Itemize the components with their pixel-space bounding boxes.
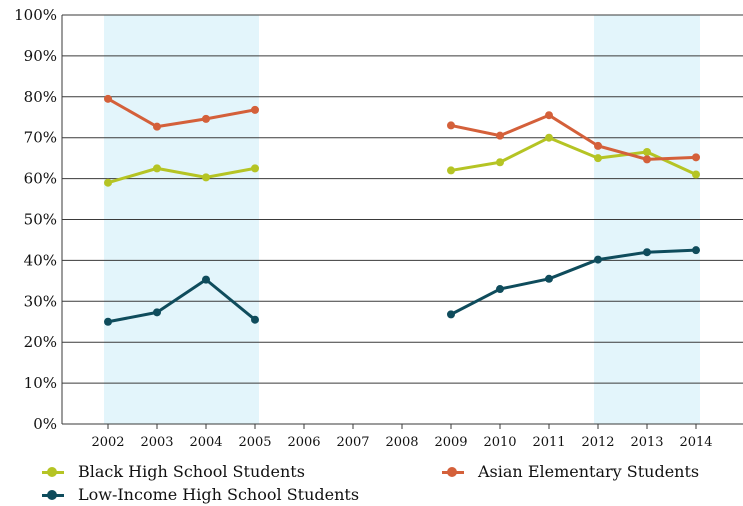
data-point: [447, 166, 455, 175]
data-point: [447, 310, 455, 319]
data-point: [692, 246, 700, 255]
x-tick-label: 2011: [532, 435, 565, 450]
y-tick-label: 0%: [33, 415, 57, 433]
data-point: [545, 274, 553, 283]
y-tick-label: 90%: [24, 47, 57, 65]
gridlines: [62, 14, 743, 425]
y-tick-label: 70%: [24, 129, 57, 147]
legend-label: Asian Elementary Students: [478, 462, 700, 481]
x-tick-label: 2003: [140, 435, 173, 450]
data-point: [692, 153, 700, 162]
x-tick-label: 2014: [679, 435, 712, 450]
axes: 0% 10% 20% 30% 40% 50% 60% 70% 80% 90% 100% 2002 200…: [14, 6, 712, 450]
series-lines: [104, 94, 700, 326]
x-tick-label: 2005: [238, 435, 271, 450]
data-point: [251, 164, 259, 173]
data-point: [496, 158, 504, 167]
x-tick-label: 2007: [336, 435, 369, 450]
legend-item-black-hs: Black High School Students: [42, 462, 305, 481]
y-tick-label: 40%: [24, 251, 57, 269]
data-point: [202, 114, 210, 123]
data-point: [692, 170, 700, 179]
series-line-3: [450, 248, 697, 316]
data-point: [202, 275, 210, 284]
data-point: [545, 133, 553, 142]
data-point: [594, 141, 602, 150]
y-tick-label: 50%: [24, 211, 57, 229]
legend-label: Low-Income High School Students: [78, 485, 360, 504]
legend-swatch-asian-elem: [442, 466, 464, 477]
y-tick-label: 20%: [24, 333, 57, 351]
series-line-3: [107, 278, 256, 324]
data-point: [104, 178, 112, 187]
data-point: [643, 248, 651, 257]
data-point: [202, 173, 210, 182]
y-tick-label: 60%: [24, 170, 57, 188]
y-tick-label: 10%: [24, 374, 57, 392]
data-point: [594, 255, 602, 264]
data-point: [251, 105, 259, 114]
data-point: [153, 164, 161, 173]
data-point: [153, 122, 161, 131]
data-point: [545, 111, 553, 120]
y-tick-label: 100%: [14, 6, 57, 24]
data-point: [594, 154, 602, 163]
legend-swatch-low-income-hs: [42, 489, 64, 500]
x-tick-label: 2013: [630, 435, 663, 450]
legend-swatch-black-hs: [42, 466, 64, 477]
y-tick-label: 30%: [24, 292, 57, 310]
data-point: [496, 131, 504, 140]
x-tick-label: 2009: [434, 435, 467, 450]
x-tick-label: 2002: [91, 435, 124, 450]
x-tick-label: 2004: [189, 435, 222, 450]
series-line-2: [450, 113, 697, 161]
data-point: [496, 285, 504, 294]
data-point: [643, 148, 651, 157]
legend-label: Black High School Students: [78, 462, 305, 481]
data-point: [104, 94, 112, 103]
data-point: [643, 155, 651, 164]
data-point: [153, 308, 161, 317]
data-point: [447, 121, 455, 130]
legend-item-low-income-hs: Low-Income High School Students: [42, 485, 359, 504]
legend-item-asian-elem: Asian Elementary Students: [442, 462, 699, 481]
x-tick-label: 2008: [385, 435, 418, 450]
x-tick-label: 2012: [581, 435, 614, 450]
series-line-1: [107, 166, 256, 185]
series-line-2: [107, 97, 256, 129]
line-chart: 0% 10% 20% 30% 40% 50% 60% 70% 80% 90% 100% 2002 200…: [14, 6, 743, 450]
y-tick-label: 80%: [24, 88, 57, 106]
x-tick-label: 2010: [483, 435, 516, 450]
legend: Black High School Students Asian Element…: [0, 458, 743, 506]
data-point: [251, 315, 259, 324]
series-line-1: [450, 136, 697, 176]
data-point: [104, 317, 112, 326]
x-tick-label: 2006: [287, 435, 320, 450]
